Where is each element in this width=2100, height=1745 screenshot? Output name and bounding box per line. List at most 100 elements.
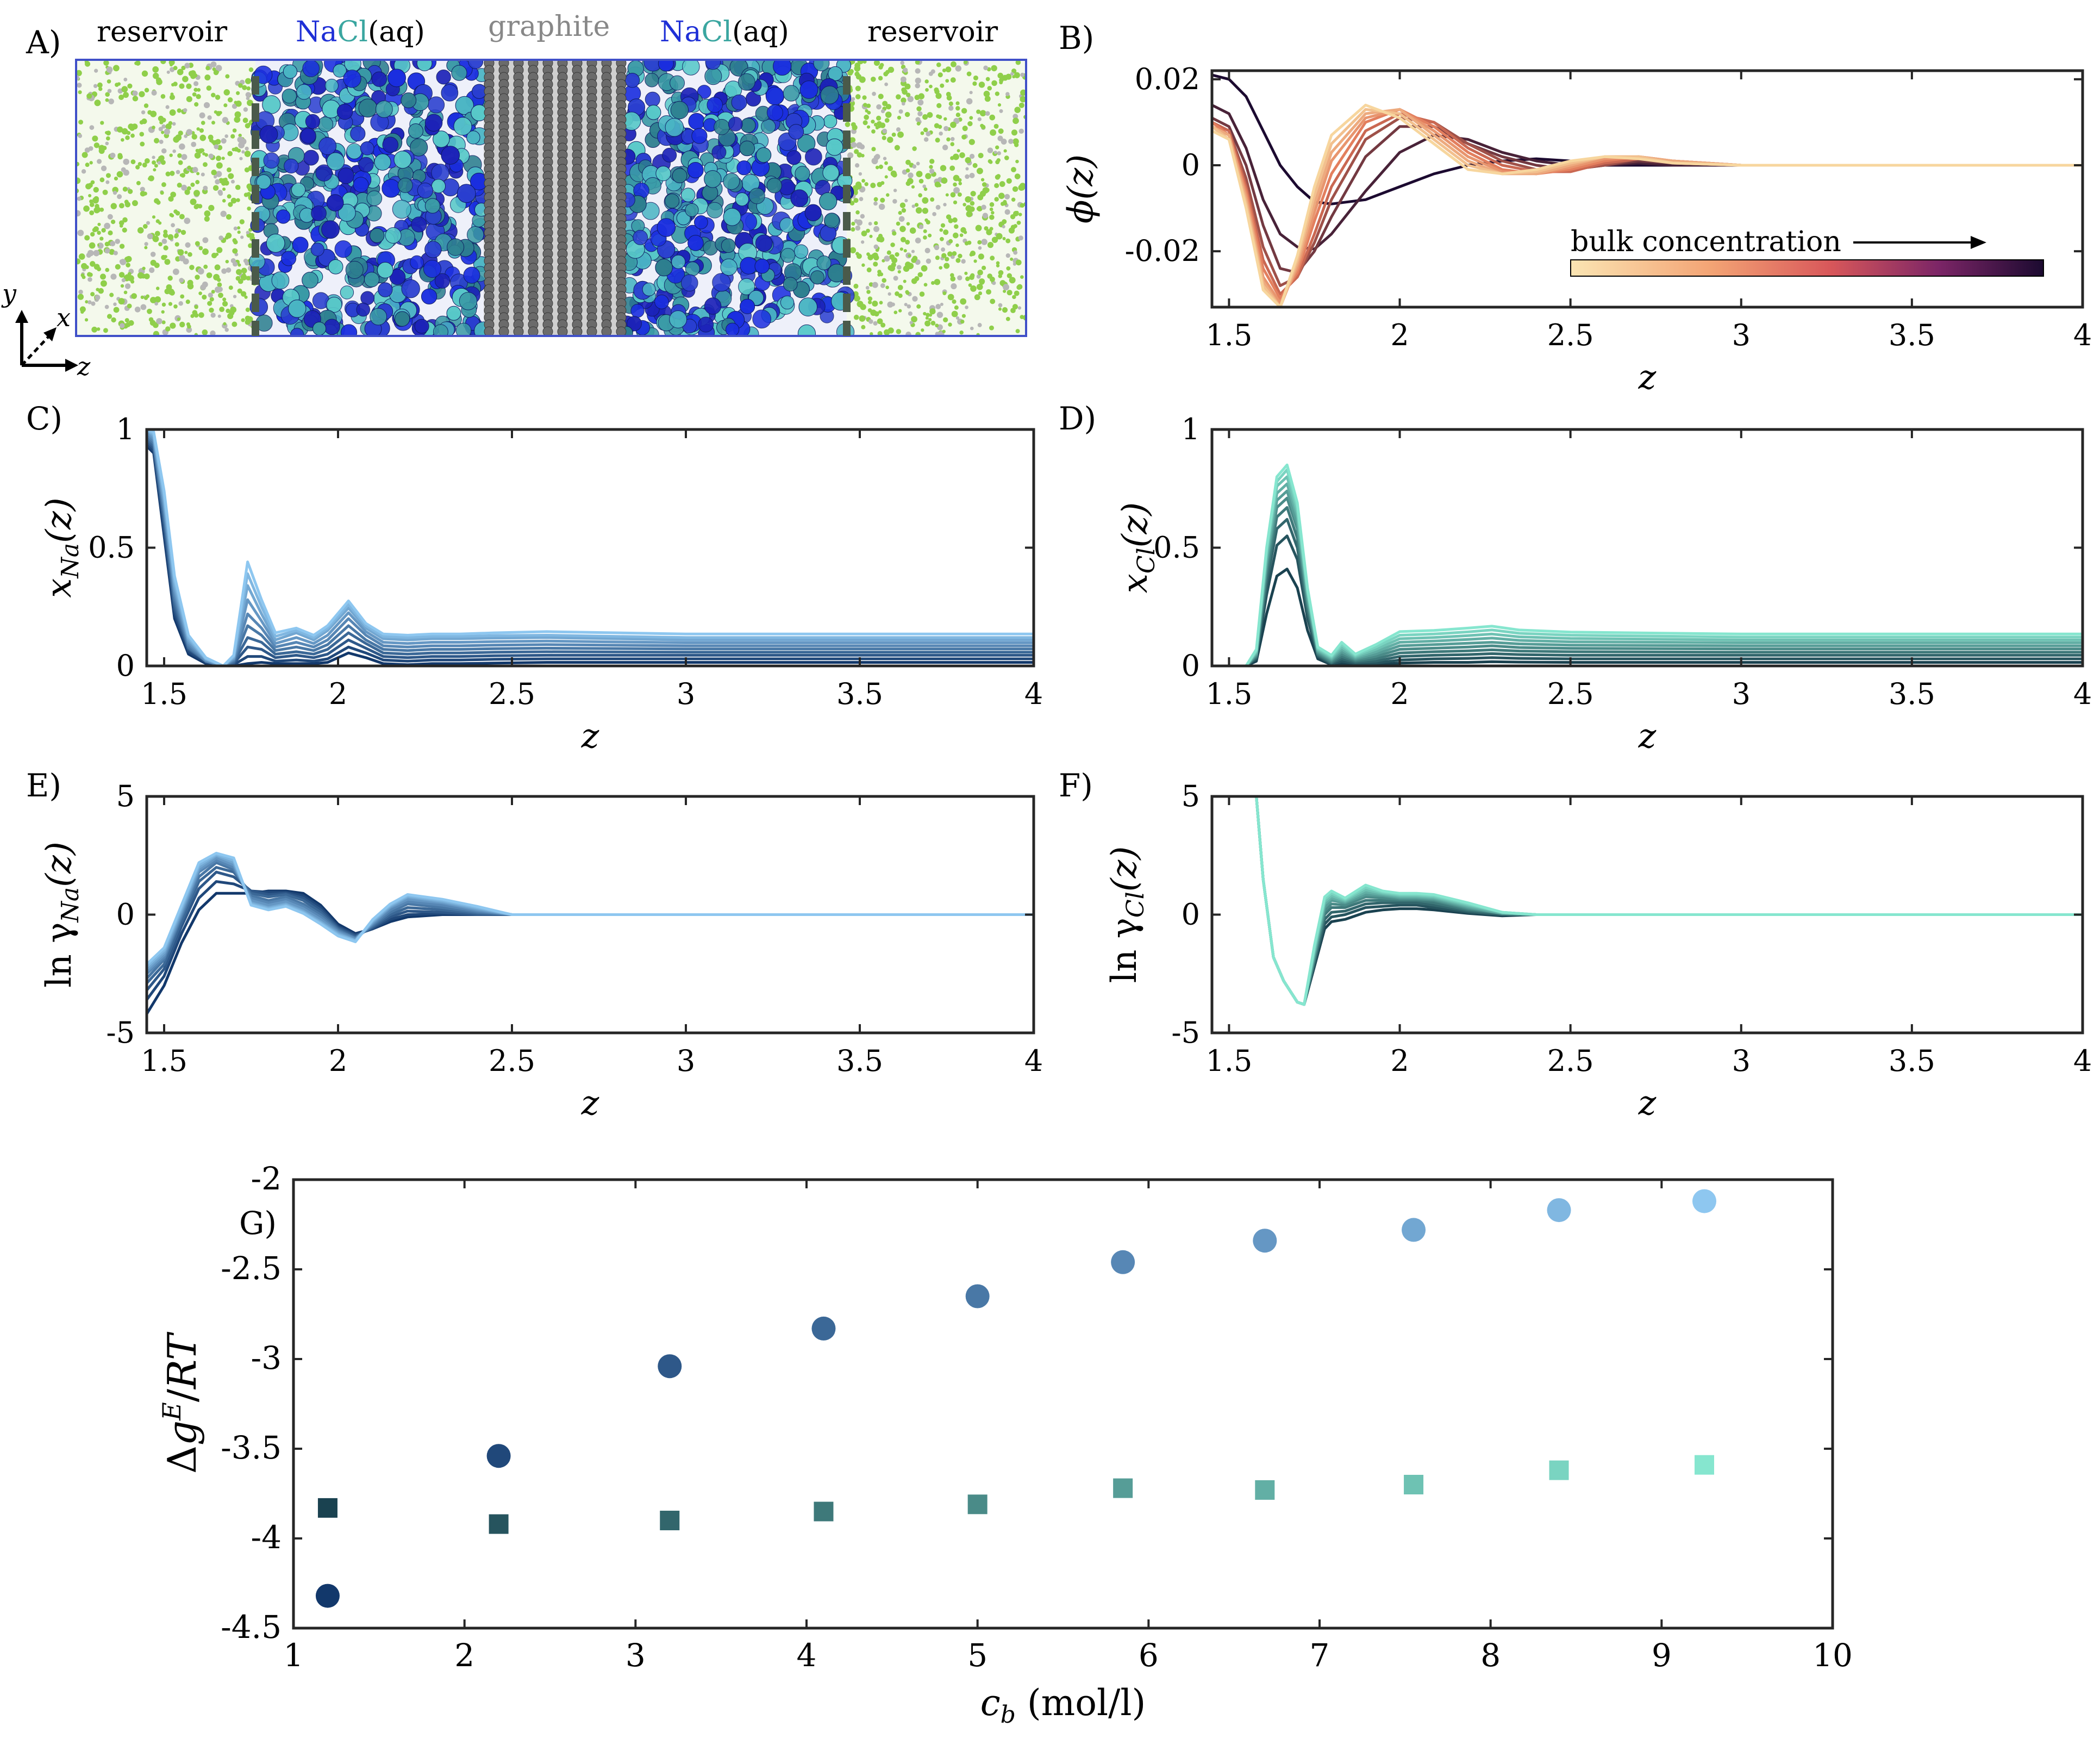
- water-particle: [922, 208, 929, 214]
- water-particle: [241, 318, 245, 322]
- ion-particle: [755, 234, 773, 252]
- water-particle: [161, 182, 166, 187]
- water-particle: [134, 61, 138, 65]
- water-particle: [119, 224, 123, 228]
- water-particle: [157, 161, 161, 165]
- water-particle: [957, 149, 960, 153]
- carbon-atom: [484, 326, 495, 336]
- panel-e: E) 1.5 2 2.5 3 3.5 4 -5 0 5 z ln γNa(z): [26, 767, 1043, 1123]
- x-tick-label: 5: [967, 1637, 988, 1674]
- water-particle: [936, 311, 943, 318]
- y-tick-label: -5: [1171, 1015, 1200, 1050]
- water-particle: [874, 311, 879, 317]
- water-particle: [867, 296, 873, 301]
- water-particle: [177, 108, 182, 113]
- water-particle: [164, 259, 171, 265]
- water-particle: [215, 65, 222, 72]
- water-particle: [874, 154, 880, 160]
- water-particle: [847, 70, 853, 76]
- water-particle: [981, 239, 988, 245]
- y-tick-label: 0: [116, 649, 135, 683]
- water-particle: [946, 214, 952, 220]
- water-particle: [990, 276, 995, 282]
- water-particle: [208, 204, 215, 211]
- water-particle: [853, 295, 860, 302]
- water-particle: [998, 270, 1004, 276]
- water-particle: [228, 285, 233, 290]
- ion-particle: [350, 126, 366, 141]
- water-particle: [860, 304, 866, 310]
- water-particle: [1011, 129, 1018, 136]
- water-particle: [884, 255, 890, 262]
- water-particle: [945, 193, 949, 197]
- ion-particle: [788, 124, 804, 140]
- water-particle: [142, 163, 147, 168]
- water-particle: [100, 280, 107, 287]
- water-particle: [212, 185, 219, 191]
- water-particle: [898, 211, 902, 215]
- water-particle: [102, 189, 108, 195]
- ion-particle: [822, 164, 840, 182]
- water-particle: [970, 273, 975, 278]
- water-particle: [226, 267, 232, 273]
- water-particle: [904, 198, 908, 203]
- water-particle: [246, 183, 253, 190]
- ion-particle: [382, 136, 399, 153]
- ion-particle: [797, 324, 816, 336]
- water-particle: [976, 109, 981, 114]
- water-particle: [915, 117, 921, 122]
- water-particle: [242, 117, 248, 123]
- water-particle: [935, 138, 940, 143]
- water-particle: [152, 66, 159, 73]
- water-particle: [166, 70, 170, 74]
- water-particle: [150, 110, 157, 117]
- series-line-c8: [1212, 108, 2083, 307]
- carbon-atom: [601, 326, 612, 336]
- water-particle: [1004, 155, 1009, 160]
- series-line-c4: [1212, 506, 2083, 666]
- water-particle: [990, 298, 996, 304]
- water-particle: [194, 152, 201, 159]
- series-line-c10: [1212, 463, 2083, 666]
- axes-frame: [292, 1178, 1834, 1630]
- ion-particle: [434, 273, 451, 289]
- ion-particle: [375, 100, 393, 118]
- water-particle: [916, 171, 923, 178]
- water-particle: [917, 99, 924, 106]
- water-particle: [912, 146, 917, 151]
- water-particle: [855, 225, 861, 231]
- water-particle: [155, 77, 161, 83]
- water-particle: [147, 308, 152, 314]
- water-particle: [1016, 220, 1021, 225]
- water-particle: [960, 298, 967, 305]
- water-particle: [945, 66, 952, 73]
- water-particle: [1004, 209, 1010, 215]
- water-particle: [997, 151, 1001, 155]
- water-particle: [82, 152, 88, 158]
- water-particle: [122, 186, 128, 192]
- ion-particle: [433, 324, 448, 336]
- water-particle: [1018, 235, 1023, 241]
- water-particle: [88, 146, 93, 151]
- y-tick-label: -4.5: [221, 1609, 282, 1646]
- ion-particle: [290, 328, 304, 336]
- water-particle: [225, 74, 230, 79]
- water-particle: [150, 176, 154, 180]
- water-particle: [128, 189, 133, 194]
- water-particle: [871, 120, 875, 124]
- x-tick-label: 1.5: [141, 1044, 188, 1078]
- panel-a-label: A): [26, 24, 61, 61]
- water-particle: [1020, 203, 1025, 208]
- water-particle: [908, 172, 914, 178]
- water-particle: [161, 302, 166, 307]
- ion-particle: [370, 228, 385, 243]
- water-particle: [237, 288, 242, 294]
- water-particle: [105, 92, 110, 97]
- water-particle: [976, 167, 983, 174]
- series-line-c5: [147, 861, 1034, 980]
- water-particle: [99, 207, 104, 212]
- ion-particle: [813, 60, 830, 72]
- ion-particle: [645, 73, 659, 88]
- water-particle: [110, 219, 116, 225]
- marker-cl: [1549, 1460, 1569, 1480]
